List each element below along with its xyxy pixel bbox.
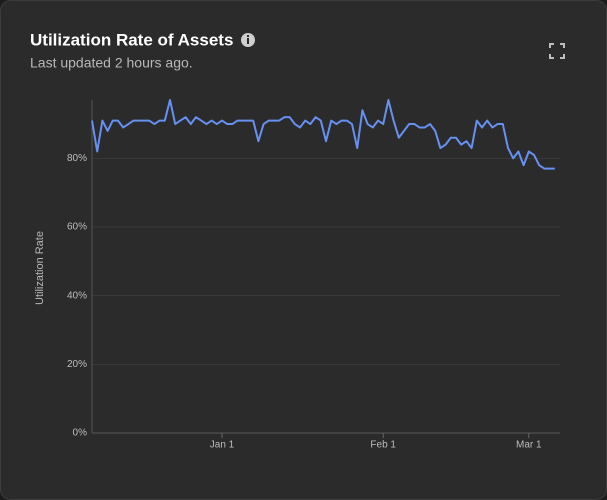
y-tick-label: 60% xyxy=(67,222,87,233)
y-tick-label: 20% xyxy=(67,359,87,370)
chart-title: Utilization Rate of Assets xyxy=(30,30,233,49)
expand-icon[interactable] xyxy=(549,43,565,59)
y-tick-label: 40% xyxy=(67,290,87,301)
y-tick-label: 0% xyxy=(73,428,88,439)
y-tick-label: 80% xyxy=(67,153,87,164)
y-axis-label: Utilization Rate xyxy=(34,231,46,305)
x-tick-label: Jan 1 xyxy=(210,440,235,451)
chart-subtitle: Last updated 2 hours ago. xyxy=(30,55,193,71)
x-tick-label: Feb 1 xyxy=(370,440,396,451)
info-icon[interactable] xyxy=(241,33,255,47)
x-tick-label: Mar 1 xyxy=(516,440,542,451)
data-line xyxy=(91,99,555,170)
